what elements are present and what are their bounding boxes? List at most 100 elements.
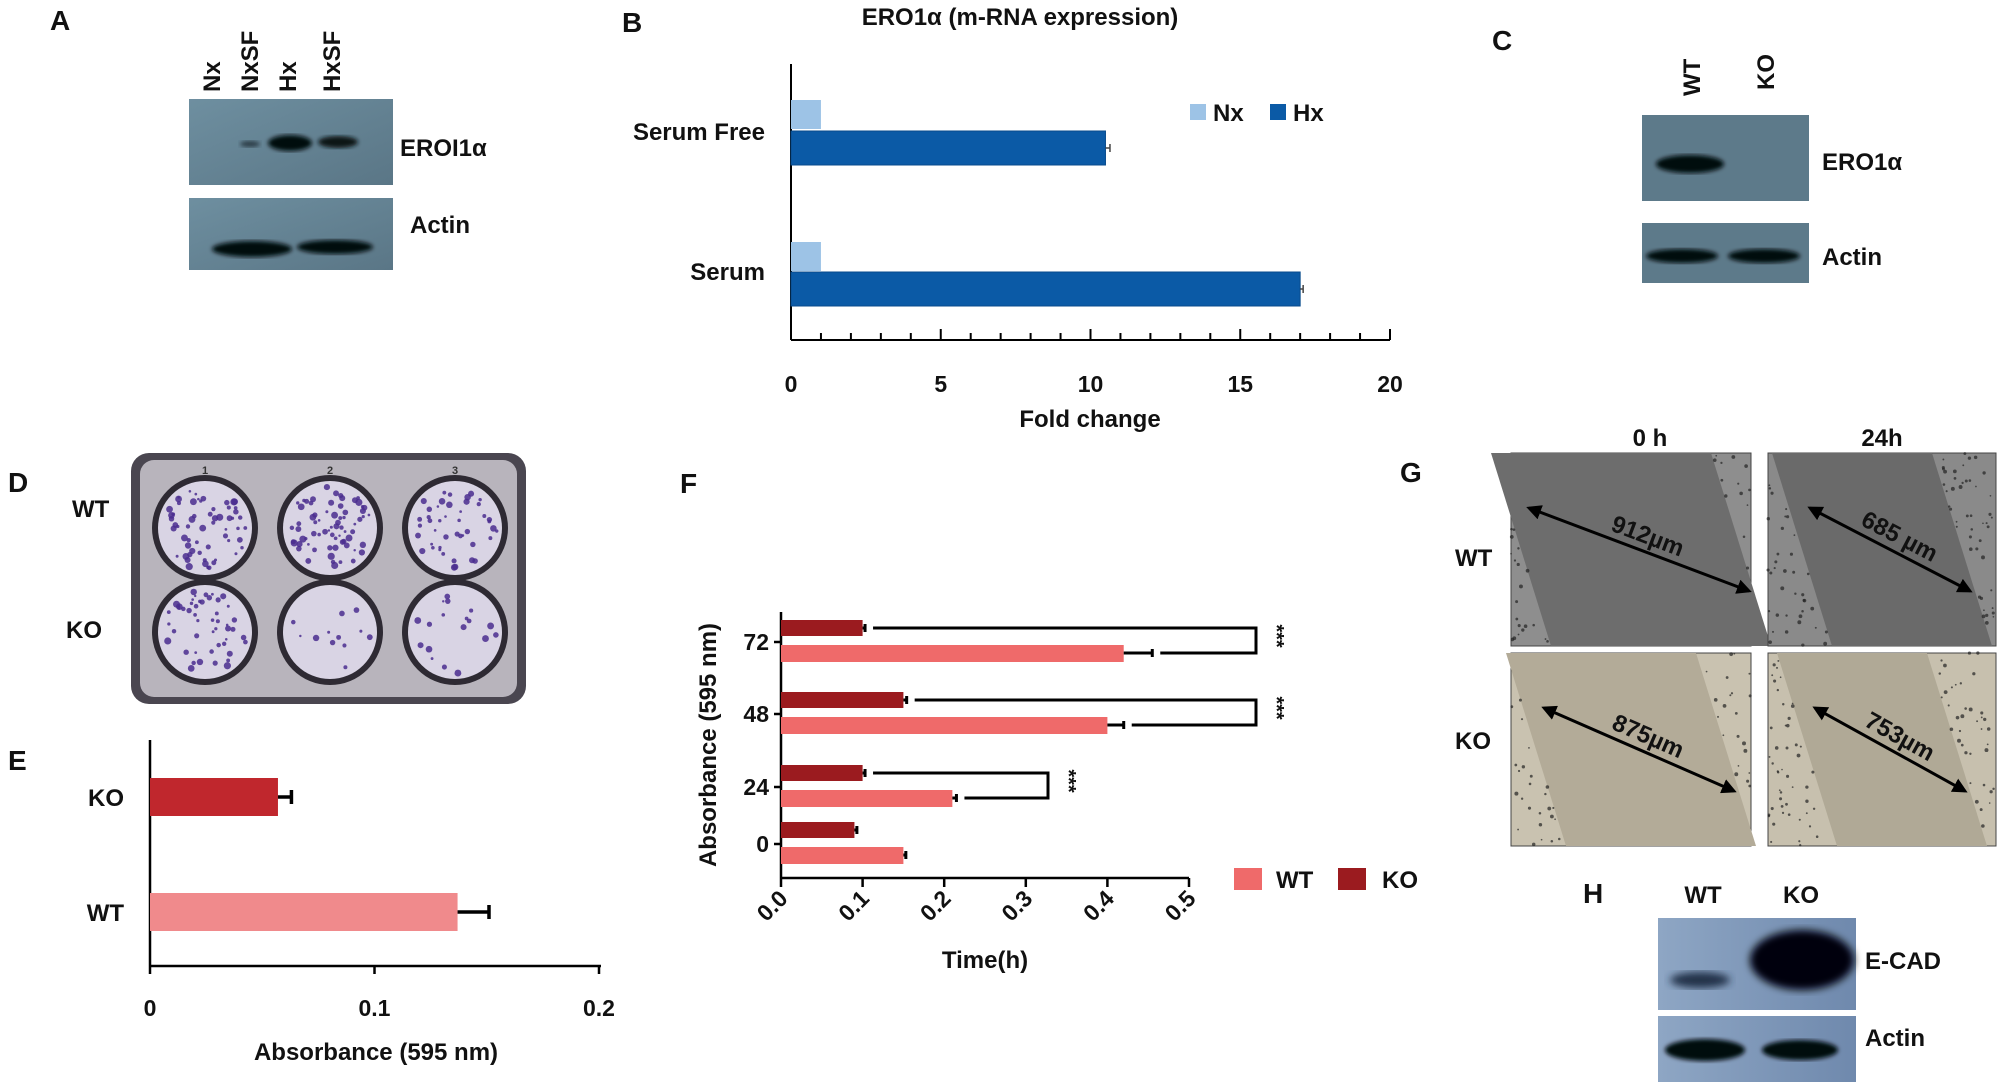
colony <box>197 550 202 556</box>
blot-band <box>1670 972 1730 988</box>
cell <box>1746 779 1750 783</box>
colony <box>466 618 472 624</box>
colony <box>166 505 173 513</box>
chart-title: ERO1α (m-RNA expression) <box>862 4 1179 31</box>
error-bar <box>862 769 867 777</box>
colony <box>438 498 446 505</box>
row-label: E-CAD <box>1865 948 1941 975</box>
cell <box>1797 620 1802 625</box>
significance-bracket <box>873 626 1258 655</box>
colony <box>211 507 216 512</box>
cell <box>1985 522 1988 525</box>
cell <box>1791 786 1794 788</box>
cell <box>1520 797 1524 800</box>
cell <box>1799 844 1802 847</box>
cell <box>1943 690 1948 695</box>
colony <box>185 563 193 571</box>
row-label: KO <box>1455 728 1491 755</box>
colony <box>464 493 471 501</box>
cell <box>1544 638 1547 640</box>
colony <box>212 660 218 666</box>
bar-wt <box>150 893 458 931</box>
colony <box>341 538 347 545</box>
colony <box>216 642 221 648</box>
colony <box>243 526 248 530</box>
colony <box>336 634 342 640</box>
colony <box>482 514 487 518</box>
cell <box>1798 840 1801 843</box>
colony <box>310 496 316 503</box>
cell <box>1940 696 1943 699</box>
colony <box>311 530 317 537</box>
colony <box>460 624 467 631</box>
cell <box>1972 672 1976 676</box>
blot-band <box>1646 249 1718 263</box>
cell <box>1990 589 1993 592</box>
colony <box>231 617 238 623</box>
colony <box>417 516 423 522</box>
colony <box>353 522 357 526</box>
cell <box>1782 703 1785 706</box>
colony <box>436 505 440 508</box>
cell <box>1772 822 1776 826</box>
cell <box>1969 547 1973 551</box>
colony <box>339 610 345 617</box>
cell <box>1785 723 1790 728</box>
cell <box>1989 494 1992 497</box>
colony <box>470 541 476 548</box>
cell <box>1958 729 1962 733</box>
colony <box>328 499 335 506</box>
cell <box>1947 704 1950 707</box>
legend-swatch-hx <box>1270 104 1286 120</box>
cell <box>1529 774 1533 778</box>
legend-label: Hx <box>1293 100 1324 127</box>
colony <box>164 637 172 645</box>
colony <box>224 638 228 641</box>
x-tick-label: 10 <box>1078 371 1104 397</box>
cell <box>1943 469 1947 474</box>
cell <box>1969 514 1973 518</box>
cell <box>1979 808 1983 812</box>
cell <box>1962 464 1965 467</box>
cell <box>1947 505 1951 508</box>
cell <box>1771 674 1774 677</box>
error-bar <box>952 794 958 802</box>
colony <box>226 515 233 522</box>
cell <box>1517 547 1520 550</box>
colony <box>426 514 431 520</box>
colony <box>350 558 356 564</box>
colony <box>335 519 341 526</box>
cell <box>1514 763 1518 767</box>
colony <box>207 511 213 517</box>
colony <box>297 503 305 511</box>
cell <box>1981 614 1986 619</box>
blot-band <box>1762 1040 1838 1060</box>
cell <box>1549 814 1554 819</box>
colony <box>199 499 203 503</box>
bar-wt <box>781 790 953 807</box>
colony <box>296 521 302 527</box>
legend-label: WT <box>1276 867 1314 894</box>
cell <box>1717 715 1720 718</box>
cell <box>1794 592 1797 595</box>
x-axis-label: Fold change <box>1019 406 1160 433</box>
colony <box>312 634 320 642</box>
row-label: WT <box>1455 545 1493 572</box>
bar-hx <box>790 271 1301 307</box>
colony <box>184 542 192 549</box>
error-bar <box>1107 721 1126 729</box>
colony <box>325 510 329 514</box>
cell <box>1520 718 1524 721</box>
cell <box>1986 743 1989 746</box>
colony <box>199 599 205 605</box>
cell <box>1546 640 1549 643</box>
colony <box>317 532 321 537</box>
cell <box>1981 824 1985 828</box>
colony <box>223 662 231 670</box>
cell <box>1780 805 1784 808</box>
cell <box>1955 715 1960 720</box>
colony <box>338 560 343 565</box>
bar-wt <box>781 645 1124 662</box>
panel-letter: G <box>1400 457 1422 488</box>
